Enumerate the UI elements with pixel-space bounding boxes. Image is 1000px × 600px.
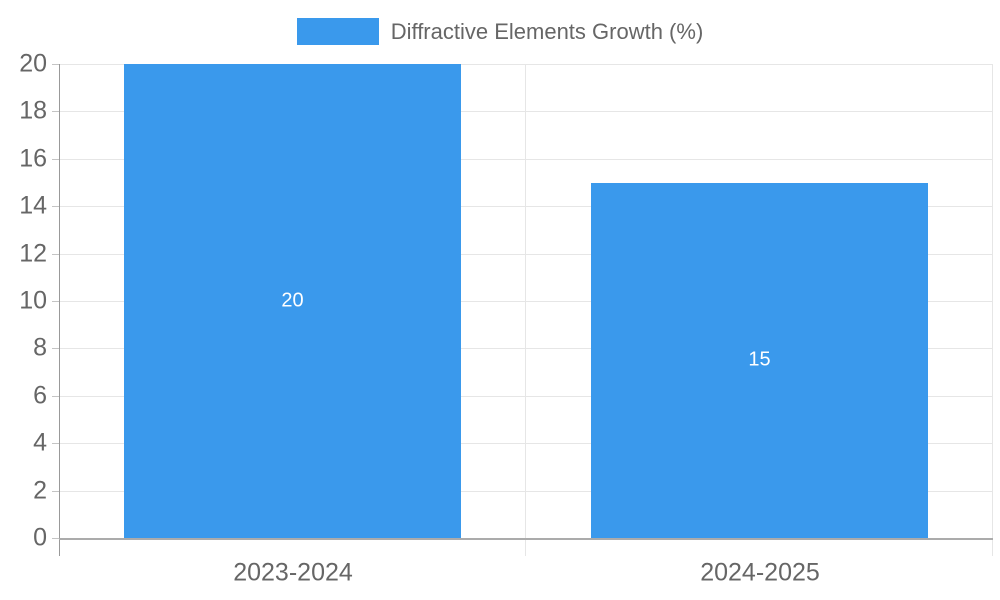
category-separator-line [992, 64, 993, 556]
y-axis-label: 6 [33, 381, 47, 410]
y-axis-line [59, 64, 60, 556]
y-axis-tick [52, 396, 59, 397]
y-axis-label: 4 [33, 428, 47, 457]
gridline [59, 64, 993, 65]
y-axis-tick [52, 254, 59, 255]
y-axis-label: 20 [19, 49, 47, 78]
x-axis-line [59, 538, 993, 540]
legend-item[interactable]: Diffractive Elements Growth (%) [0, 18, 1000, 45]
y-axis-label: 2 [33, 476, 47, 505]
y-axis-tick [52, 301, 59, 302]
category-separator-line [525, 64, 526, 556]
y-axis-tick [52, 64, 59, 65]
y-axis-label: 16 [19, 144, 47, 173]
y-axis-label: 14 [19, 191, 47, 220]
bar[interactable] [591, 183, 928, 539]
gridline [59, 443, 993, 444]
y-axis-label: 18 [19, 96, 47, 125]
y-axis-label: 0 [33, 523, 47, 552]
legend-label: Diffractive Elements Growth (%) [390, 19, 704, 44]
y-axis-tick [52, 443, 59, 444]
gridline [59, 491, 993, 492]
bar[interactable] [124, 64, 461, 538]
y-axis-tick [52, 538, 59, 539]
y-axis-label: 8 [33, 333, 47, 362]
gridline [59, 111, 993, 112]
x-axis-label: 2024-2025 [700, 558, 820, 587]
gridline [59, 396, 993, 397]
gridline [59, 159, 993, 160]
gridline [59, 348, 993, 349]
legend-swatch [296, 18, 379, 45]
y-axis-tick [52, 348, 59, 349]
y-axis-label: 12 [19, 239, 47, 268]
y-axis-label: 10 [19, 286, 47, 315]
y-axis-tick [52, 206, 59, 207]
gridline [59, 206, 993, 207]
gridline [59, 301, 993, 302]
x-axis-label: 2023-2024 [233, 558, 353, 587]
plot-area: 0 2 4 6 8 10 12 14 16 18 20 20 2023-2024 15 2024-2025 [19, 50, 993, 587]
y-axis-tick [52, 491, 59, 492]
y-axis-tick [52, 159, 59, 160]
y-axis-tick [52, 111, 59, 112]
gridline [59, 254, 993, 255]
